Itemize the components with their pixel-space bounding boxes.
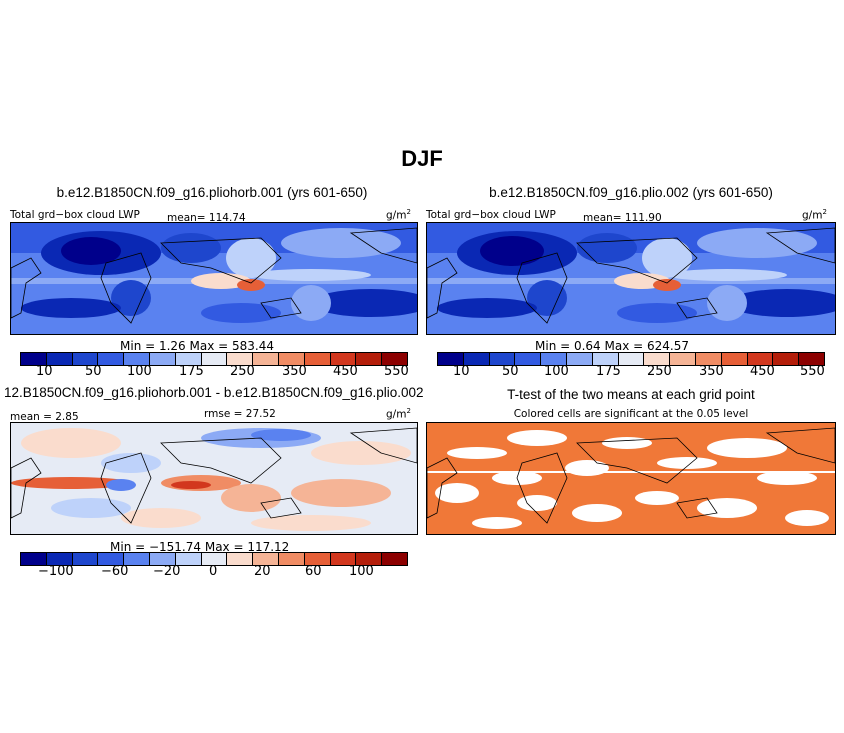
- colorbar-top-right: [437, 352, 825, 366]
- variable-label-top-right: Total grd−box cloud LWP: [426, 209, 556, 221]
- units-label-top-left: g/m2: [386, 208, 411, 222]
- minmax-top-right: Min = 0.64 Max = 624.57: [535, 339, 689, 353]
- colorbar-tick: 50: [85, 364, 102, 379]
- colorbar-tick: 20: [254, 564, 271, 579]
- colorbar-tick: 550: [384, 364, 409, 379]
- colorbar-tick: 450: [750, 364, 775, 379]
- colorbar-tick: 250: [230, 364, 255, 379]
- map-top-left: [10, 222, 418, 335]
- minmax-bottom-left: Min = −151.74 Max = 117.12: [110, 540, 290, 554]
- colorbar-tick: 250: [647, 364, 672, 379]
- minmax-top-left: Min = 1.26 Max = 583.44: [120, 339, 274, 353]
- panel-subtitle-bottom-right: Colored cells are significant at the 0.0…: [513, 408, 749, 420]
- colorbar-tick: 100: [127, 364, 152, 379]
- figure-title: DJF: [401, 146, 443, 171]
- rmse-label-bottom-left: rmse = 27.52: [204, 408, 276, 420]
- colorbar-tick: 350: [282, 364, 307, 379]
- units-label-top-right: g/m2: [802, 208, 827, 222]
- units-label-bottom-left: g/m2: [386, 407, 411, 421]
- colorbar-tick: −60: [101, 564, 129, 579]
- map-bottom-right: [426, 422, 836, 535]
- colorbar-tick: 10: [453, 364, 470, 379]
- panel-title-top-right: b.e12.B1850CN.f09_g16.plio.002 (yrs 601-…: [489, 185, 773, 200]
- colorbar-tick: 0: [209, 564, 218, 579]
- colorbar-top-left: [20, 352, 408, 366]
- mean-label-top-left: mean= 114.74: [167, 212, 246, 224]
- panel-title-bottom-right: T-test of the two means at each grid poi…: [507, 387, 755, 402]
- variable-label-top-left: Total grd−box cloud LWP: [10, 209, 140, 221]
- mean-label-bottom-left: mean = 2.85: [10, 411, 79, 423]
- colorbar-tick: 100: [349, 564, 374, 579]
- colorbar-tick: 60: [305, 564, 322, 579]
- colorbar-tick: −20: [153, 564, 181, 579]
- colorbar-bottom-left: [20, 552, 408, 566]
- colorbar-tick: 100: [544, 364, 569, 379]
- colorbar-tick: 50: [502, 364, 519, 379]
- map-top-right: [426, 222, 836, 335]
- map-bottom-left: [10, 422, 418, 535]
- panel-title-bottom-left: 12.B1850CN.f09_g16.pliohorb.001 - b.e12.…: [4, 385, 424, 400]
- colorbar-tick: 350: [699, 364, 724, 379]
- colorbar-tick: 550: [800, 364, 825, 379]
- colorbar-tick: 175: [179, 364, 204, 379]
- mean-label-top-right: mean= 111.90: [583, 212, 662, 224]
- colorbar-tick: 450: [333, 364, 358, 379]
- colorbar-tick: 175: [596, 364, 621, 379]
- panel-title-top-left: b.e12.B1850CN.f09_g16.pliohorb.001 (yrs …: [56, 185, 368, 200]
- colorbar-tick: −100: [38, 564, 74, 579]
- colorbar-tick: 10: [36, 364, 53, 379]
